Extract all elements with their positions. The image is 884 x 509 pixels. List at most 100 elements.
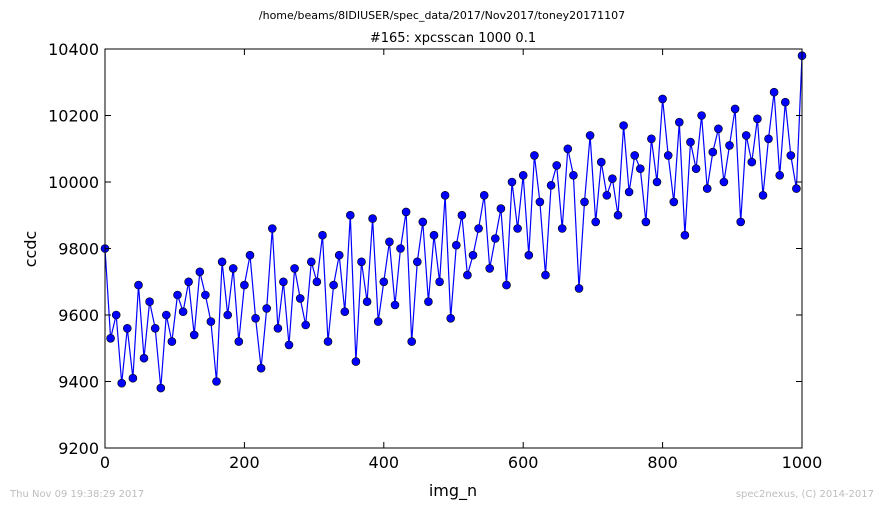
data-point [412,257,422,267]
y-tick-label: 9400 [58,373,99,392]
chart-title: #165: xpcsscan 1000 0.1 [370,31,536,46]
data-point [334,250,344,260]
data-point [396,244,405,253]
data-point [702,184,712,193]
data-point [295,294,305,303]
data-point [267,224,277,233]
data-point [658,94,667,104]
data-point [312,277,322,287]
data-point [117,378,126,388]
data-point [256,363,266,373]
data-point [234,337,244,346]
data-point [730,104,740,114]
x-tick-label: 0 [100,453,110,472]
data-point [758,191,768,200]
data-point [513,224,522,233]
data-point [786,151,796,160]
data-point [652,177,662,187]
data-point [574,284,584,293]
data-point [201,290,210,300]
x-tick-label: 400 [369,453,400,472]
data-point [340,307,350,317]
data-point [708,147,718,157]
plot-area [100,51,807,393]
data-point [552,161,562,170]
data-point [206,317,216,326]
data-point [736,217,746,227]
data-point [557,224,567,233]
y-tick-label: 9200 [58,439,99,458]
data-point [357,257,366,267]
data-point [245,250,255,260]
data-point [686,137,695,147]
data-point [630,151,640,160]
data-point [608,174,617,183]
data-point [580,197,589,207]
data-point [329,280,338,290]
data-point [457,210,467,220]
data-point [156,383,166,393]
data-point [306,257,316,267]
data-point [362,297,372,307]
data-point [524,250,534,260]
axis-ticks: 0 200 400 600 800 1000 9200 9400 9600 9800 10000 10… [48,40,822,472]
data-point [719,177,729,187]
data-point [663,151,673,160]
x-axis-label: img_n [429,481,477,501]
data-point [647,134,656,144]
data-point [195,267,205,277]
x-tick-label: 600 [508,453,539,472]
data-point [385,237,394,247]
data-point [780,97,790,107]
data-point [764,134,773,144]
data-point [479,191,489,200]
data-point [212,377,221,386]
x-tick-label: 1000 [782,453,823,472]
data-point [401,207,411,217]
y-axis-label: ccdc [21,231,40,268]
data-point [641,217,651,227]
figure-suptitle: /home/beams/8IDIUSER/spec_data/2017/Nov2… [259,9,625,22]
data-point [178,307,188,317]
series-line [105,55,802,389]
data-point [518,171,528,180]
data-point [189,330,199,340]
data-point [725,141,734,150]
data-point [150,323,160,333]
data-point [446,313,456,323]
data-point [273,323,283,333]
data-point [111,310,121,320]
data-point [318,230,327,240]
data-point [507,177,517,187]
data-point [792,184,801,193]
data-point [279,277,288,287]
data-point [530,151,539,160]
data-point [541,270,550,280]
data-point [613,210,623,220]
data-point [418,217,428,227]
data-point [669,197,679,207]
data-point [502,280,511,290]
data-point [535,197,545,207]
data-point [323,337,333,346]
data-point [591,217,601,227]
x-tick-label: 200 [229,453,260,472]
y-tick-label: 10000 [48,173,99,192]
data-point [128,373,138,383]
axes-frame [104,48,803,449]
data-point [714,124,723,134]
data-point [368,214,377,223]
data-point [753,114,762,124]
data-point [741,131,751,140]
data-point [134,280,143,290]
data-point [251,313,260,323]
data-point [345,210,355,220]
data-point [490,234,500,243]
data-point [162,310,171,320]
data-point [463,270,472,280]
data-point [123,323,132,333]
data-point [485,264,495,273]
data-point [290,264,299,273]
data-point [585,131,595,140]
